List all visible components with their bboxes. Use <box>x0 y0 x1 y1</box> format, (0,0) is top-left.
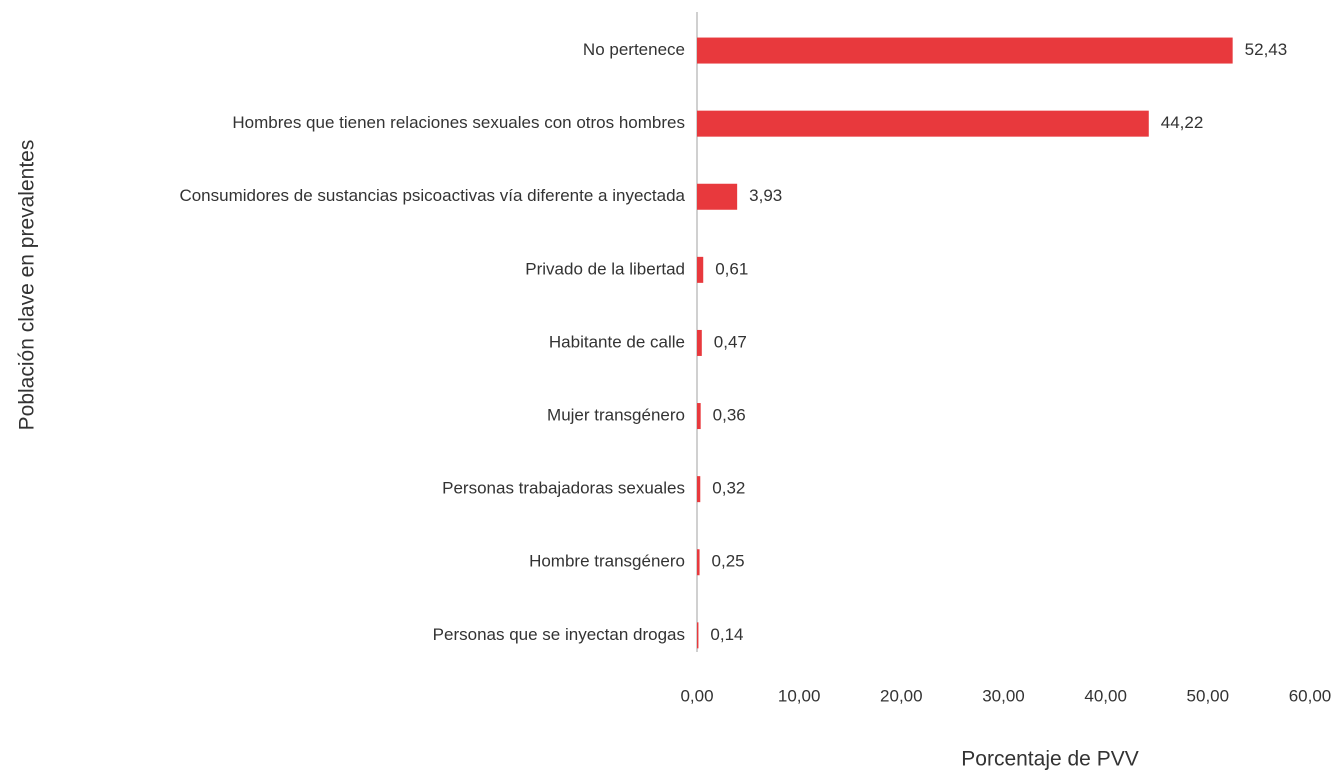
data-label: 0,32 <box>712 479 745 498</box>
x-tick-label: 60,00 <box>1289 686 1332 705</box>
data-label: 3,93 <box>749 186 782 205</box>
data-label: 0,25 <box>712 552 745 571</box>
bar <box>697 329 702 356</box>
y-tick-label: No pertenece <box>583 40 685 59</box>
y-axis-title: Población clave en prevalentes <box>16 140 39 431</box>
x-tick-label: 50,00 <box>1187 686 1230 705</box>
x-tick-label: 0,00 <box>680 686 713 705</box>
bar <box>697 476 701 503</box>
y-tick-label: Personas que se inyectan drogas <box>433 625 685 644</box>
bar <box>697 110 1149 137</box>
x-tick-label: 20,00 <box>880 686 923 705</box>
data-label: 52,43 <box>1245 40 1288 59</box>
y-tick-label: Consumidores de sustancias psicoactivas … <box>179 186 685 205</box>
x-tick-label: 10,00 <box>778 686 821 705</box>
y-tick-label: Habitante de calle <box>549 332 685 351</box>
bar <box>697 622 699 649</box>
data-label: 0,14 <box>710 625 743 644</box>
y-tick-label: Personas trabajadoras sexuales <box>442 479 685 498</box>
data-label: 44,22 <box>1161 113 1204 132</box>
bar <box>697 183 738 210</box>
bar <box>697 256 704 283</box>
x-tick-label: 40,00 <box>1084 686 1127 705</box>
data-label: 0,36 <box>713 406 746 425</box>
y-tick-label: Mujer transgénero <box>547 406 685 425</box>
x-tick-label: 30,00 <box>982 686 1025 705</box>
y-tick-label: Hombre transgénero <box>529 552 685 571</box>
bar <box>697 37 1233 64</box>
data-label: 0,47 <box>714 332 747 351</box>
bar <box>697 403 701 430</box>
y-tick-label: Hombres que tienen relaciones sexuales c… <box>232 113 685 132</box>
x-axis-title: Porcentaje de PVV <box>961 748 1138 771</box>
y-tick-label: Privado de la libertad <box>525 259 685 278</box>
bar <box>697 549 700 576</box>
data-label: 0,61 <box>715 259 748 278</box>
